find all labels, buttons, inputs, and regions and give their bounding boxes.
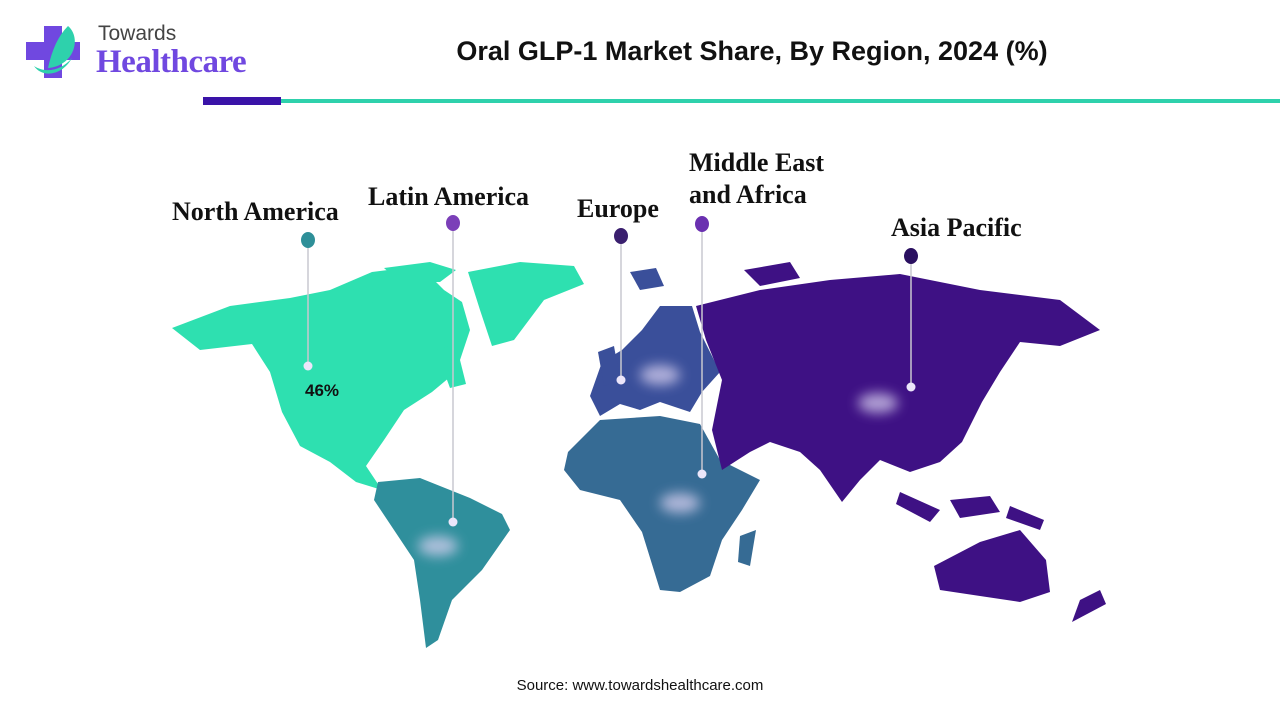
region-north-america [172, 262, 584, 490]
medical-cross-leaf-icon [26, 26, 80, 78]
header-divider [281, 99, 1280, 103]
label-north-america: North America [172, 197, 339, 226]
value-blob-asia-pacific [858, 393, 898, 413]
pin-head-asia-pacific [904, 248, 918, 264]
pin-anchor-europe [616, 375, 626, 385]
label-asia-pacific: Asia Pacific [891, 213, 1022, 242]
pin-anchor-north-america [303, 361, 313, 371]
pin-head-middle-east-africa [695, 216, 709, 232]
region-europe [590, 268, 720, 416]
pin-anchor-latin-america [448, 517, 458, 527]
page-title: Oral GLP-1 Market Share, By Region, 2024… [456, 36, 1048, 66]
label-middle-east-africa-line1: Middle East [689, 148, 825, 177]
region-asia-pacific [696, 262, 1106, 622]
pin-head-north-america [301, 232, 315, 248]
label-middle-east-africa: Middle East and Africa [689, 147, 824, 211]
value-blob-middle-east-africa [660, 493, 700, 513]
value-blobs [418, 365, 898, 556]
value-blob-europe [640, 365, 680, 385]
value-north-america: 46% [305, 381, 340, 400]
label-latin-america: Latin America [368, 182, 530, 211]
region-pins [301, 215, 918, 527]
pin-anchor-asia-pacific [906, 382, 916, 392]
towards-healthcare-logo: Towards Healthcare [22, 18, 252, 84]
source-note: Source: www.towardshealthcare.com [516, 677, 764, 694]
pin-anchor-middle-east-africa [697, 469, 707, 479]
header-accent-bar [203, 97, 281, 105]
label-europe: Europe [577, 194, 659, 223]
pin-head-europe [614, 228, 628, 244]
logo-text-healthcare: Healthcare [96, 44, 247, 80]
value-blob-latin-america [418, 536, 458, 556]
logo-text-towards: Towards [98, 22, 177, 45]
pin-head-latin-america [446, 215, 460, 231]
region-latin-america [374, 478, 510, 648]
label-middle-east-africa-line2: and Africa [689, 180, 807, 209]
